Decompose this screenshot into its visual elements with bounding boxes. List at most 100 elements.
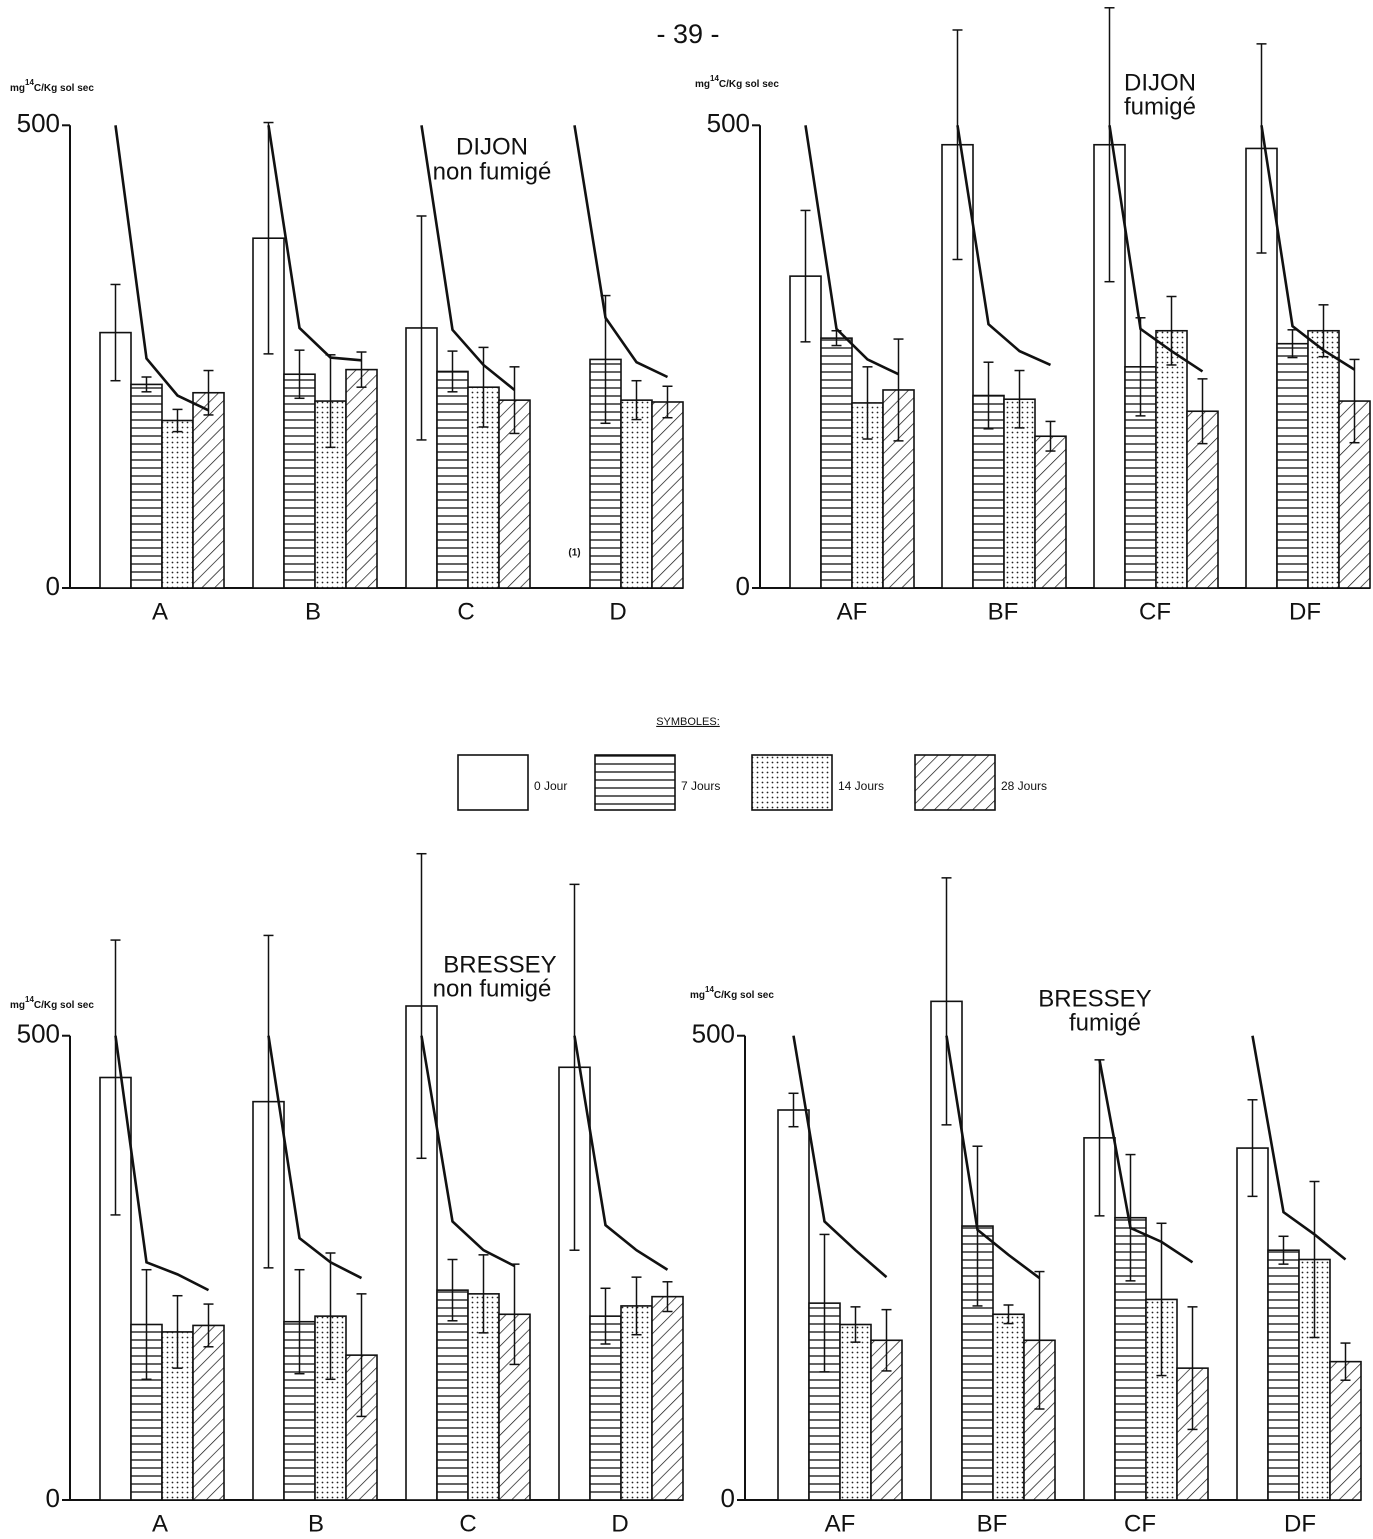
error-bar [1309, 1180, 1320, 1339]
bar [130, 383, 163, 589]
x-tick-label: AF [825, 1510, 856, 1534]
chart-title: DIJON [1124, 69, 1196, 96]
y-axis-label-sup: 14 [25, 995, 34, 1004]
y-axis-label-prefix: mg [695, 79, 710, 90]
error-bar [983, 361, 994, 430]
x-tick-label: B [308, 1510, 324, 1534]
x-tick-label: CF [1139, 598, 1171, 625]
error-bar [263, 121, 274, 355]
error-bar [1104, 7, 1115, 283]
curve [420, 1035, 516, 1268]
error-bar [294, 349, 305, 400]
error-bar [447, 1258, 458, 1322]
bar [1329, 1360, 1362, 1501]
y-axis-label-sup: 14 [705, 985, 714, 994]
bar [1276, 342, 1309, 589]
error-bar [263, 934, 274, 1269]
bar [498, 399, 531, 589]
y-axis-label-prefix: mg [10, 83, 25, 94]
error-bar [1014, 369, 1025, 429]
error-bar [893, 338, 904, 442]
y-axis-label: mg14C/Kg sol sec [10, 995, 94, 1011]
bar [1307, 329, 1340, 589]
chart-title: non fumigé [433, 158, 552, 185]
bar [436, 370, 469, 589]
y-tick-label: 0 [46, 571, 60, 601]
error-bar [569, 883, 580, 1251]
error-bar [172, 1294, 183, 1369]
legend-swatch [914, 754, 996, 811]
error-bar [1187, 1306, 1198, 1431]
error-bar [294, 1268, 305, 1375]
bar [1034, 435, 1067, 589]
x-tick-label: D [609, 598, 626, 625]
error-bar [850, 1306, 861, 1343]
y-axis-label-suffix: C/Kg sol sec [34, 1000, 94, 1011]
error-bar [1045, 420, 1056, 452]
y-axis-label: mg14C/Kg sol sec [695, 74, 779, 90]
error-bar [862, 366, 873, 440]
error-bar [631, 379, 642, 421]
error-bar [662, 385, 673, 419]
bar [992, 1313, 1025, 1501]
annotation: (1) [568, 548, 580, 559]
x-tick-label: DF [1289, 598, 1321, 625]
x-tick-label: AF [837, 598, 868, 625]
y-tick-label: 500 [707, 108, 750, 138]
chart-title: fumigé [1124, 93, 1196, 120]
y-axis-label-prefix: mg [690, 990, 705, 1001]
y-axis-label-sup: 14 [25, 78, 34, 87]
error-bar [952, 29, 963, 261]
error-bar [1156, 1222, 1167, 1377]
error-bar [881, 1308, 892, 1372]
curve [420, 125, 516, 391]
chart-title: non fumigé [433, 975, 552, 1002]
curve [267, 125, 362, 362]
bar [1267, 1249, 1300, 1501]
error-bar [356, 351, 367, 388]
bar [161, 419, 194, 589]
error-bar [110, 283, 121, 382]
x-tick-label: BF [988, 598, 1019, 625]
chart-title: fumigé [1069, 1009, 1141, 1036]
error-bar [1256, 43, 1267, 254]
error-bar [1318, 304, 1329, 358]
bar [839, 1323, 872, 1501]
y-tick-label: 0 [46, 1483, 60, 1513]
y-axis-label-suffix: C/Kg sol sec [714, 990, 774, 1001]
legend-label: 14 Jours [838, 779, 884, 793]
error-bar [172, 408, 183, 433]
bar [1155, 329, 1188, 589]
y-axis-label: mg14C/Kg sol sec [10, 78, 94, 94]
y-axis-label: mg14C/Kg sol sec [690, 985, 774, 1001]
error-bar [356, 1293, 367, 1418]
error-bar [631, 1276, 642, 1336]
bar [777, 1109, 810, 1501]
bar [345, 368, 378, 589]
error-bar [1166, 295, 1177, 366]
error-bar [509, 366, 520, 435]
error-bar [800, 209, 811, 343]
error-bar [1340, 1342, 1351, 1381]
error-bar [600, 1287, 611, 1345]
error-bar [416, 852, 427, 1160]
error-bar [416, 215, 427, 441]
legend-swatch [594, 754, 676, 811]
legend-label: 28 Jours [1001, 779, 1047, 793]
page-number: - 39 - [656, 19, 719, 49]
curve [267, 1035, 363, 1280]
curve [573, 1035, 669, 1271]
error-bar [788, 1092, 799, 1128]
bar [1236, 1147, 1269, 1501]
y-tick-label: 500 [17, 108, 60, 138]
legend-label: 7 Jours [681, 779, 720, 793]
bar [283, 373, 316, 589]
bar [620, 399, 653, 589]
error-bar [1125, 1153, 1136, 1282]
y-tick-label: 0 [736, 571, 750, 601]
y-axis-label-prefix: mg [10, 1000, 25, 1011]
error-bar [1278, 1235, 1289, 1265]
x-tick-label: CF [1124, 1510, 1156, 1534]
legend-swatch [457, 754, 529, 811]
curve [1251, 1035, 1347, 1261]
